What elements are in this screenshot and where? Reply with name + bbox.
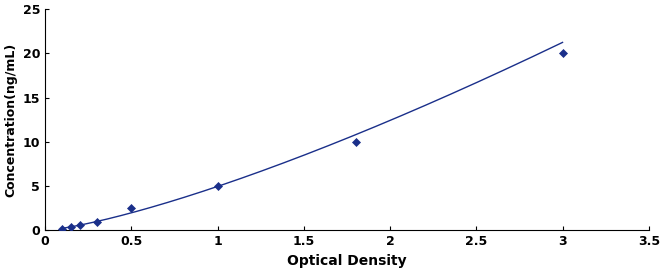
X-axis label: Optical Density: Optical Density (287, 254, 407, 268)
Y-axis label: Concentration(ng/mL): Concentration(ng/mL) (4, 43, 17, 197)
